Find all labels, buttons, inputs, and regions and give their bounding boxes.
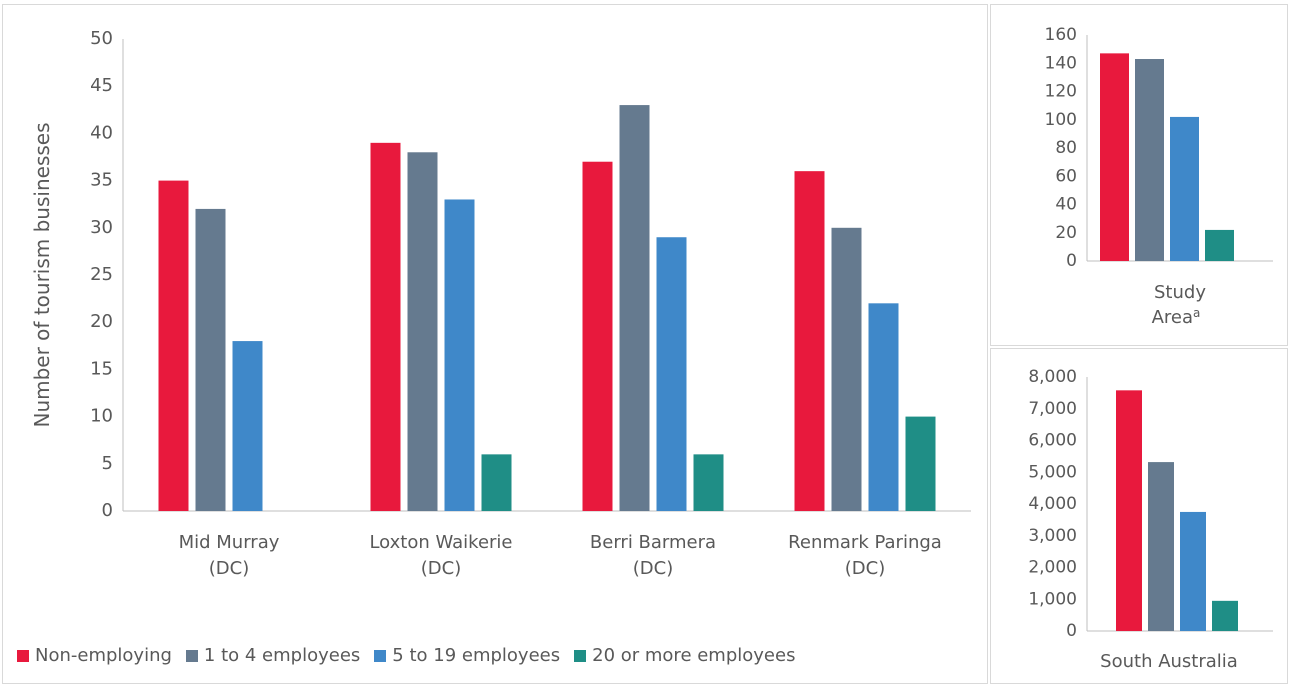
y-tick-label: 2,000 — [1028, 558, 1077, 578]
x-category-label: South Australia — [1100, 651, 1238, 672]
legend-item-1-to-4: 1 to 4 employees — [185, 645, 361, 666]
y-tick-label: 25 — [90, 264, 113, 285]
y-tick-label: 30 — [90, 217, 113, 238]
bar-5-to-19-employees — [656, 237, 687, 512]
bar-5-to-19-employees — [1170, 116, 1199, 261]
bar-1-to-4-employees — [1148, 462, 1174, 631]
legend-swatch — [374, 649, 387, 662]
y-tick-label: 8,000 — [1028, 367, 1077, 387]
x-category-sublabel: (DC) — [633, 558, 673, 579]
y-tick-label: 0 — [102, 500, 113, 521]
chart-legend: Non-employing 1 to 4 employees 5 to 19 e… — [17, 645, 809, 666]
legend-swatch — [17, 649, 29, 662]
x-category-label: Berri Barmera — [590, 532, 716, 553]
y-tick-label: 120 — [1045, 82, 1077, 102]
bar-1-to-4-employees — [195, 208, 226, 512]
bar-non-employing — [1100, 53, 1129, 261]
y-tick-label: 80 — [1055, 138, 1077, 158]
y-tick-label: 100 — [1045, 110, 1077, 130]
bar-non-employing — [1116, 390, 1142, 631]
footnote-marker: a — [1193, 306, 1200, 320]
south-australia-chart-panel: 0 1,000 2,000 3,000 4,000 5,000 6,000 7,000 8,00… — [990, 348, 1288, 684]
bar-non-employing — [582, 161, 613, 511]
y-tick-label: 5,000 — [1028, 462, 1077, 482]
bar-non-employing — [370, 142, 401, 511]
bar-1-to-4-employees — [619, 105, 650, 511]
y-axis-label: Number of tourism businesses — [30, 122, 54, 427]
x-category-sublabel: (DC) — [845, 558, 885, 579]
x-category-label: Areaa — [1152, 306, 1201, 328]
legend-label: Non-employing — [35, 645, 172, 666]
bar-20-or-more-employees — [1205, 229, 1234, 261]
bar-20-or-more-employees — [1212, 600, 1238, 631]
y-tick-label: 0 — [1066, 251, 1077, 271]
legend-label: 20 or more employees — [592, 645, 796, 666]
bar-non-employing — [794, 171, 825, 511]
legend-item-5-to-19: 5 to 19 employees — [374, 645, 560, 666]
legend-label: 5 to 19 employees — [392, 645, 561, 666]
bar-20-or-more-employees — [905, 416, 936, 511]
y-tick-label: 1,000 — [1028, 589, 1077, 609]
y-tick-label: 10 — [90, 406, 113, 427]
y-tick-label: 35 — [90, 170, 113, 191]
bar-1-to-4-employees — [1135, 59, 1164, 262]
bar-non-employing — [158, 180, 189, 511]
legend-swatch — [574, 649, 587, 662]
bar-20-or-more-employees — [693, 454, 724, 511]
legend-item-non-employing: Non-employing — [17, 645, 172, 666]
south-australia-bar-chart: 0 1,000 2,000 3,000 4,000 5,000 6,000 7,000 8,00… — [1028, 367, 1273, 672]
y-tick-label: 50 — [90, 28, 113, 49]
y-tick-label: 140 — [1045, 53, 1077, 73]
y-tick-label: 15 — [90, 358, 113, 379]
bar-5-to-19-employees — [868, 303, 899, 511]
bar-5-to-19-employees — [1180, 511, 1206, 631]
legend-label: 1 to 4 employees — [203, 645, 361, 666]
y-tick-label: 7,000 — [1028, 399, 1077, 419]
x-category-label: Renmark Paringa — [788, 532, 942, 553]
y-tick-label: 6,000 — [1028, 431, 1077, 451]
y-tick-label: 40 — [1055, 195, 1077, 215]
y-tick-label: 0 — [1066, 621, 1077, 641]
y-tick-label: 4,000 — [1028, 494, 1077, 514]
study-area-bar-chart: 0 20 40 60 80 100 120 140 160 Study Areaa — [1045, 25, 1273, 328]
bar-20-or-more-employees — [481, 454, 512, 511]
y-tick-label: 5 — [102, 453, 113, 474]
bar-1-to-4-employees — [831, 227, 862, 512]
y-tick-label: 60 — [1055, 166, 1077, 186]
bar-5-to-19-employees — [232, 341, 263, 511]
x-category-sublabel: (DC) — [209, 558, 249, 579]
y-tick-label: 20 — [1055, 223, 1077, 243]
x-category-label: Study — [1154, 282, 1206, 303]
y-tick-label: 40 — [90, 122, 113, 143]
main-chart-panel: 0 5 10 15 20 25 30 35 40 45 50 Number of tourism bu… — [2, 4, 988, 684]
y-tick-label: 20 — [90, 311, 113, 332]
y-tick-label: 45 — [90, 75, 113, 96]
x-category-sublabel: (DC) — [421, 558, 461, 579]
lga-bar-chart: 0 5 10 15 20 25 30 35 40 45 50 Number of tourism bu… — [30, 28, 971, 579]
legend-item-20-plus: 20 or more employees — [574, 645, 795, 666]
legend-swatch — [185, 649, 198, 662]
bar-5-to-19-employees — [444, 199, 475, 512]
y-tick-label: 160 — [1045, 25, 1077, 45]
y-tick-label: 3,000 — [1028, 526, 1077, 546]
bar-1-to-4-employees — [407, 152, 438, 511]
study-area-chart-panel: 0 20 40 60 80 100 120 140 160 Study Areaa — [990, 4, 1288, 346]
x-category-label: Loxton Waikerie — [369, 532, 512, 553]
x-category-label: Mid Murray — [179, 532, 280, 553]
